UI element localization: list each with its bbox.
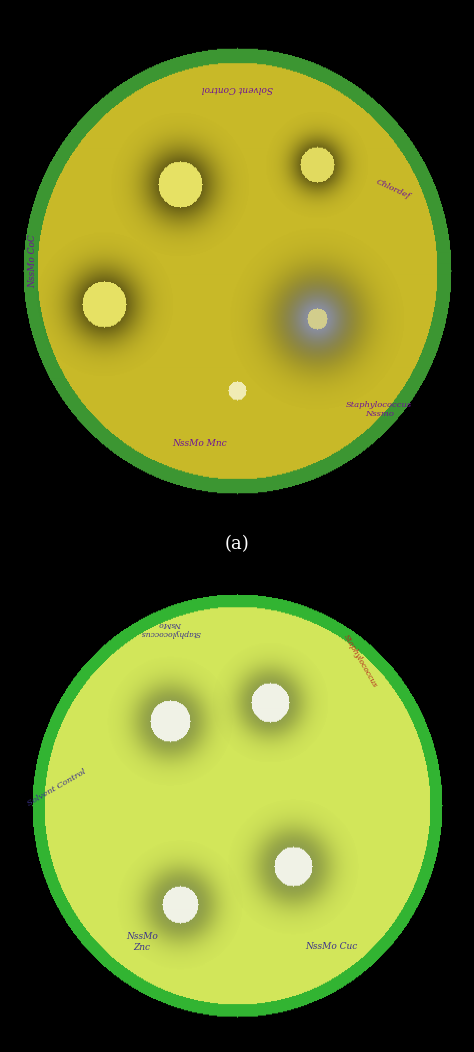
Text: Solvent Control: Solvent Control [26,768,88,808]
Text: Staphylococcus
NsMo: Staphylococcus NsMo [141,620,201,636]
Text: Staphylococcus: Staphylococcus [342,633,379,689]
Text: Chlordef: Chlordef [375,178,412,201]
Text: (a): (a) [225,535,249,553]
Text: NssMo Cuc: NssMo Cuc [306,943,358,951]
Text: Solvent Control: Solvent Control [201,84,273,94]
Text: Staphylococcus
Nssmo: Staphylococcus Nssmo [346,401,412,419]
Text: NssMo Mnc: NssMo Mnc [172,439,227,448]
Text: NssMo
Znc: NssMo Znc [127,932,158,952]
Text: NssMo CoC: NssMo CoC [29,235,37,288]
